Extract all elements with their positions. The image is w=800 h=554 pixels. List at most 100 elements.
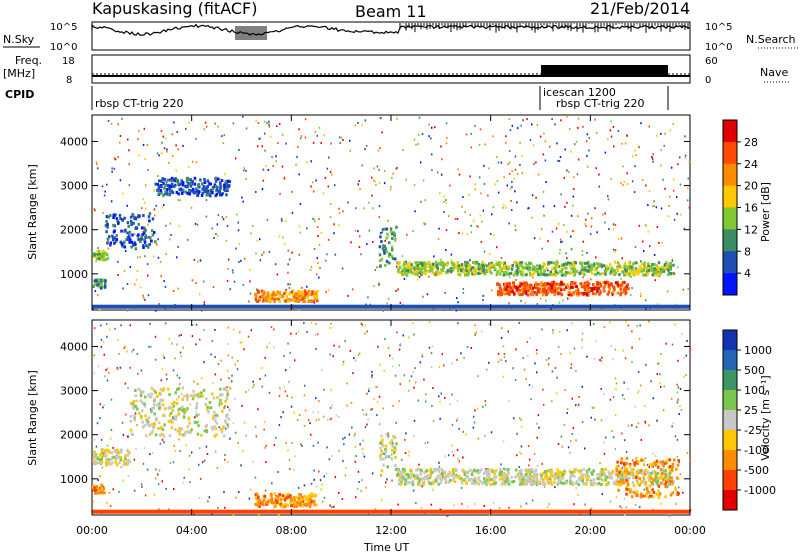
noise-point — [318, 266, 320, 269]
noise-point — [455, 309, 457, 312]
noise-point — [624, 513, 626, 516]
noise-point — [610, 344, 612, 347]
noise-point — [220, 359, 222, 362]
echo-cell — [439, 481, 442, 485]
echo-cell — [174, 417, 178, 421]
echo-cell — [139, 399, 142, 403]
echo-cell — [636, 462, 639, 466]
echo-cell — [415, 269, 418, 273]
noise-point — [333, 232, 335, 235]
echo-cell — [161, 398, 165, 402]
colorbar-swatch — [723, 470, 737, 491]
echo-cell — [310, 299, 313, 303]
noise-point — [451, 362, 453, 365]
noise-point — [357, 183, 359, 186]
echo-cell — [199, 394, 202, 398]
echo-cell — [162, 387, 166, 391]
noise-point — [282, 236, 284, 239]
echo-cell — [289, 496, 292, 500]
echo-cell — [662, 482, 665, 486]
noise-point — [503, 204, 505, 207]
noise-point — [279, 387, 281, 390]
colorbar-swatch — [723, 330, 737, 351]
noise-point — [451, 423, 454, 426]
noise-point — [519, 451, 521, 453]
echo-cell — [385, 259, 389, 263]
echo-cell — [418, 483, 422, 487]
echo-cell — [140, 235, 143, 239]
echo-cell — [126, 231, 129, 235]
echo-cell — [177, 411, 181, 415]
echo-cell — [496, 263, 499, 266]
echo-cell — [575, 269, 579, 273]
noise-point — [110, 398, 113, 401]
echo-cell — [566, 283, 569, 287]
noise-point — [361, 409, 364, 411]
echo-cell — [614, 260, 617, 264]
noise-point — [484, 400, 487, 402]
echo-cell — [226, 413, 229, 417]
noise-point — [603, 441, 605, 444]
echo-cell — [571, 483, 575, 487]
echo-cell — [414, 266, 418, 270]
echo-cell — [635, 268, 638, 272]
noise-point — [645, 363, 647, 366]
echo-cell — [298, 493, 301, 496]
noise-point — [165, 487, 167, 490]
noise-point — [182, 481, 185, 484]
noise-point — [426, 474, 428, 477]
noise-point — [570, 366, 572, 369]
noise-point — [528, 384, 531, 386]
echo-cell — [666, 478, 669, 482]
noise-point — [677, 266, 679, 269]
noise-point — [106, 367, 108, 370]
echo-cell — [215, 192, 218, 196]
noise-point — [390, 453, 393, 456]
noise-point — [203, 459, 206, 462]
echo-cell — [104, 282, 107, 286]
echo-cell — [257, 501, 261, 505]
echo-cell — [640, 262, 644, 266]
echo-cell — [387, 261, 391, 265]
echo-cell — [148, 212, 152, 216]
noise-point — [143, 201, 146, 204]
echo-cell — [517, 474, 520, 478]
echo-cell — [566, 285, 570, 289]
noise-point — [317, 235, 319, 237]
echo-cell — [105, 457, 108, 461]
noise-point — [378, 283, 380, 286]
echo-cell — [668, 266, 671, 270]
echo-cell — [421, 263, 424, 267]
noise-point — [532, 276, 534, 279]
echo-cell — [399, 478, 403, 481]
echo-cell — [174, 428, 177, 432]
noise-point — [571, 248, 573, 251]
echo-cell — [595, 285, 599, 289]
echo-cell — [471, 272, 474, 276]
echo-cell — [258, 297, 262, 301]
echo-cell — [632, 467, 635, 471]
echo-cell — [174, 183, 177, 187]
echo-cell — [518, 284, 522, 288]
echo-cell — [180, 182, 183, 186]
echo-cell — [281, 295, 285, 299]
x-tick-label: 12:00 — [375, 524, 407, 537]
echo-cell — [93, 253, 96, 257]
noise-point — [384, 239, 386, 242]
echo-cell — [614, 472, 618, 476]
echo-cell — [419, 262, 423, 266]
noise-point — [258, 514, 260, 517]
echo-cell — [507, 482, 511, 486]
echo-cell — [544, 282, 547, 286]
echo-cell — [535, 264, 539, 268]
noise-point — [156, 152, 159, 155]
noise-point — [231, 356, 233, 359]
noise-point — [503, 353, 506, 355]
echo-cell — [484, 469, 487, 473]
noise-point — [676, 401, 679, 404]
echo-cell — [300, 290, 303, 294]
echo-cell — [286, 492, 290, 496]
echo-cell — [592, 478, 595, 482]
echo-cell — [214, 427, 218, 431]
echo-cell — [316, 296, 319, 300]
